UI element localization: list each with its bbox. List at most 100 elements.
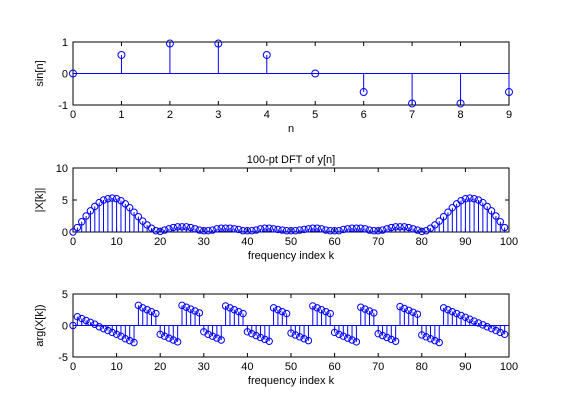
- data-point: [370, 309, 378, 317]
- data-point: [466, 315, 474, 323]
- data-point: [139, 217, 147, 225]
- data-point: [256, 333, 265, 342]
- x-tick-label: 20: [154, 236, 166, 248]
- x-tick-label: 8: [457, 109, 463, 121]
- data-point: [169, 336, 177, 344]
- x-axis-label: frequency index k: [248, 375, 335, 387]
- data-point: [296, 226, 304, 234]
- data-point: [130, 338, 138, 347]
- data-point: [470, 317, 478, 325]
- data-point: [73, 312, 82, 321]
- data-point: [208, 332, 217, 340]
- data-point: [296, 333, 304, 341]
- data-point: [456, 99, 465, 108]
- data-point: [261, 335, 269, 344]
- data-point: [322, 226, 330, 234]
- data-point: [335, 330, 343, 339]
- x-tick-label: 9: [506, 109, 512, 121]
- data-point: [322, 307, 330, 316]
- data-point: [143, 306, 151, 314]
- data-point: [505, 88, 513, 97]
- data-point: [378, 226, 387, 234]
- data-point: [230, 225, 239, 233]
- data-point: [278, 226, 286, 234]
- data-point: [191, 307, 199, 315]
- data-point: [282, 309, 291, 318]
- data-point: [104, 326, 112, 335]
- data-point: [383, 225, 391, 233]
- x-tick-label: 50: [285, 236, 297, 248]
- x-tick-label: 0: [70, 361, 76, 373]
- x-tick-label: 90: [459, 236, 471, 248]
- x-tick-label: 0: [70, 236, 76, 248]
- data-point: [343, 225, 352, 233]
- data-point: [326, 309, 334, 318]
- data-point: [448, 203, 457, 212]
- data-point: [492, 212, 500, 220]
- data-point: [69, 69, 77, 78]
- data-point: [182, 223, 191, 231]
- x-tick-label: 80: [416, 236, 428, 248]
- series-1: [69, 194, 509, 236]
- x-tick-label: 10: [110, 236, 122, 248]
- data-point: [252, 331, 260, 340]
- y-tick-label: 0: [62, 227, 68, 239]
- data-point: [195, 226, 204, 234]
- y-tick-label: 10: [56, 163, 68, 175]
- data-point: [112, 195, 121, 203]
- data-point: [147, 307, 156, 316]
- data-point: [204, 330, 212, 339]
- data-point: [426, 335, 435, 343]
- data-point: [291, 227, 300, 235]
- x-tick-label: 6: [361, 109, 367, 121]
- y-tick-label: -5: [58, 352, 68, 364]
- data-point: [108, 328, 116, 337]
- data-point: [69, 321, 77, 330]
- data-point: [365, 307, 374, 315]
- data-point: [400, 223, 409, 231]
- x-tick-label: 10: [110, 361, 122, 373]
- data-point: [370, 227, 378, 235]
- data-point: [117, 332, 125, 340]
- data-point: [439, 212, 448, 221]
- data-point: [452, 309, 461, 318]
- y-axis-label: |X[k]|: [34, 188, 46, 213]
- data-point: [348, 224, 356, 232]
- data-point: [439, 304, 448, 312]
- x-tick-label: 5: [312, 109, 318, 121]
- x-tick-label: 100: [500, 236, 518, 248]
- data-point: [330, 227, 339, 235]
- data-point: [374, 227, 382, 235]
- data-point: [78, 218, 86, 226]
- x-tick-label: 4: [264, 109, 270, 121]
- data-point: [492, 326, 500, 335]
- data-point: [234, 225, 243, 234]
- data-point: [91, 320, 99, 328]
- x-tick-label: 100: [500, 361, 518, 373]
- chart-title: 100-pt DFT of y[n]: [247, 154, 335, 166]
- data-point: [457, 196, 465, 205]
- data-point: [418, 227, 426, 236]
- data-point: [487, 207, 496, 215]
- data-point: [287, 227, 295, 235]
- x-tick-label: 3: [215, 109, 221, 121]
- data-point: [282, 227, 291, 235]
- x-tick-label: 7: [409, 109, 415, 121]
- data-point: [82, 316, 90, 325]
- data-point: [221, 224, 230, 232]
- data-point: [200, 227, 208, 235]
- data-point: [262, 50, 271, 59]
- x-tick-label: 20: [154, 361, 166, 373]
- data-point: [187, 223, 195, 232]
- data-point: [248, 227, 256, 235]
- x-tick-label: 60: [328, 236, 340, 248]
- data-point: [221, 302, 230, 310]
- data-point: [213, 225, 221, 233]
- data-point: [444, 208, 452, 216]
- data-point: [278, 307, 286, 316]
- data-point: [265, 224, 273, 232]
- data-point: [309, 224, 317, 232]
- data-point: [160, 332, 169, 340]
- data-point: [204, 227, 212, 235]
- data-point: [208, 226, 217, 234]
